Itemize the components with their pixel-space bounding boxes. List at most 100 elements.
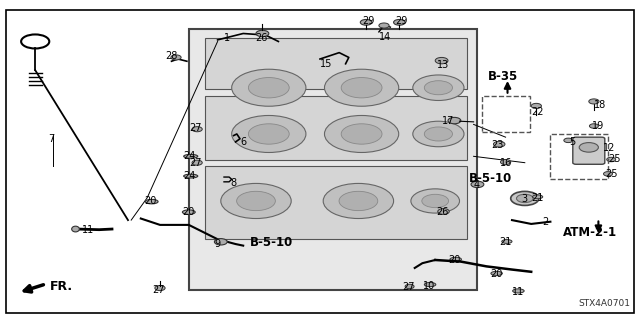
Text: B-35: B-35 [488,70,518,83]
Text: 27: 27 [152,285,165,295]
Circle shape [171,55,181,60]
Text: 25: 25 [608,153,621,164]
Circle shape [155,286,165,291]
Text: 2: 2 [542,217,548,227]
Circle shape [405,284,414,289]
Circle shape [237,191,275,211]
Text: 1: 1 [224,33,230,43]
Circle shape [360,19,372,25]
Ellipse shape [491,271,502,276]
Text: 7: 7 [48,134,54,144]
Text: 14: 14 [379,32,392,42]
Text: 12: 12 [603,143,616,153]
Circle shape [341,124,382,144]
FancyBboxPatch shape [573,137,605,164]
Circle shape [413,121,464,147]
Circle shape [531,103,541,108]
Ellipse shape [182,210,195,214]
Text: 20: 20 [448,255,461,265]
Text: 26: 26 [436,207,449,217]
Circle shape [493,141,505,147]
Circle shape [192,127,202,132]
Text: 24: 24 [183,171,196,181]
Bar [550,134,608,179]
Circle shape [379,23,389,28]
Text: 27: 27 [189,122,202,133]
Text: 4: 4 [474,180,480,190]
Ellipse shape [184,174,198,178]
Text: B-5-10: B-5-10 [250,236,293,249]
Ellipse shape [513,289,524,293]
Circle shape [232,69,306,106]
Circle shape [607,157,616,162]
Circle shape [394,19,405,25]
Text: 24: 24 [183,151,196,161]
Bar [205,96,467,160]
Circle shape [248,124,289,144]
Text: 20: 20 [490,269,502,279]
Text: 29: 29 [362,16,375,26]
Text: 18: 18 [594,100,607,110]
Circle shape [248,78,289,98]
Circle shape [411,189,460,213]
Ellipse shape [72,226,79,232]
Text: 26: 26 [255,33,268,43]
Text: 6: 6 [240,137,246,147]
Text: 16: 16 [499,158,512,168]
Ellipse shape [145,199,158,204]
Circle shape [422,194,449,208]
Circle shape [604,172,612,176]
Text: ATM-2-1: ATM-2-1 [563,226,618,239]
Circle shape [214,239,227,245]
Bar [189,29,477,290]
Bar [482,96,530,132]
Circle shape [221,183,291,219]
Text: B-5-10: B-5-10 [468,172,512,185]
Text: 28: 28 [165,51,178,61]
Circle shape [511,191,539,205]
Circle shape [192,160,202,165]
Text: 5: 5 [570,137,576,147]
Text: 10: 10 [422,280,435,291]
Circle shape [424,127,452,141]
Circle shape [323,183,394,219]
Circle shape [516,194,533,203]
Text: 21: 21 [499,237,512,248]
Text: STX4A0701: STX4A0701 [579,299,630,308]
Text: 17: 17 [442,116,454,126]
Bar [205,166,467,239]
Circle shape [564,138,573,143]
Text: 22: 22 [531,107,544,117]
Circle shape [448,117,461,124]
Circle shape [339,191,378,211]
Text: 23: 23 [492,140,504,150]
Ellipse shape [532,195,543,199]
Text: 20: 20 [144,196,157,206]
Text: 25: 25 [605,169,618,179]
Circle shape [21,34,49,48]
Circle shape [435,57,448,64]
Text: 20: 20 [182,207,195,217]
Text: FR.: FR. [50,280,73,293]
Circle shape [324,115,399,152]
Text: 29: 29 [396,16,408,26]
Circle shape [232,115,306,152]
Circle shape [413,75,464,100]
Ellipse shape [424,283,436,287]
Circle shape [438,209,449,214]
Circle shape [471,181,484,188]
Ellipse shape [502,240,512,243]
Circle shape [589,99,599,104]
Ellipse shape [450,257,461,262]
Text: 11: 11 [82,225,95,235]
Circle shape [324,69,399,106]
Bar [205,38,467,89]
Circle shape [589,124,598,128]
Circle shape [500,160,511,165]
Text: 27: 27 [189,158,202,168]
Text: 13: 13 [436,60,449,70]
Text: 27: 27 [402,282,415,292]
Text: 21: 21 [531,193,544,203]
Text: 19: 19 [591,121,604,131]
Circle shape [256,30,269,37]
